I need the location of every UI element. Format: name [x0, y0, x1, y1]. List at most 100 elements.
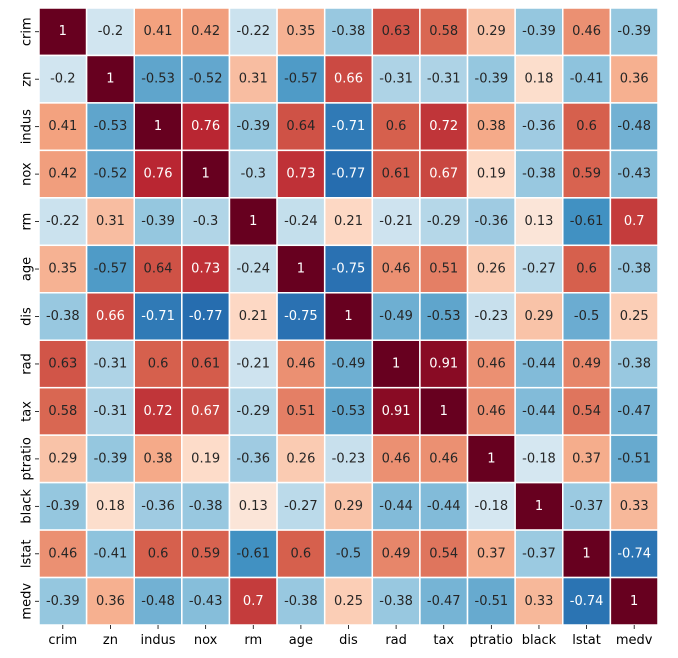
- heatmap-cell-indus-black: [514, 102, 564, 152]
- heatmap-cell-label-dis-zn: 0.66: [96, 309, 125, 324]
- heatmap-cell-label-rm-nox: -0.3: [193, 214, 218, 229]
- heatmap-cell-rm-zn: [85, 197, 135, 247]
- heatmap-cell-zn-crim: [38, 54, 88, 104]
- heatmap-cell-dis-tax: [419, 292, 469, 341]
- heatmap-cell-label-crim-medv: -0.39: [617, 24, 651, 39]
- heatmap-cell-lstat-lstat: [562, 529, 612, 579]
- heatmap-cell-label-crim-nox: 0.42: [191, 24, 220, 39]
- x-tick-label-dis: dis: [339, 633, 358, 648]
- heatmap-cell-label-ptratio-zn: -0.39: [94, 451, 128, 466]
- heatmap-cell-label-rad-rad: 1: [392, 356, 400, 371]
- heatmap-cell-label-zn-black: 0.18: [524, 72, 553, 87]
- heatmap-cell-label-tax-black: -0.44: [522, 404, 556, 419]
- y-tick-label-ptratio: ptratio: [20, 437, 35, 480]
- heatmap-cell-dis-black: [514, 292, 564, 341]
- heatmap-cell-age-zn: [85, 244, 135, 294]
- heatmap-cell-label-zn-rm: 0.31: [239, 72, 268, 87]
- heatmap-cell-label-tax-tax: 1: [440, 404, 448, 419]
- heatmap-cell-label-dis-lstat: -0.5: [574, 309, 599, 324]
- heatmap-cell-label-tax-nox: 0.67: [191, 404, 220, 419]
- heatmap-cell-label-nox-dis: -0.77: [332, 167, 366, 182]
- heatmap-cell-label-ptratio-age: 0.26: [286, 451, 315, 466]
- heatmap-cell-label-nox-age: 0.73: [286, 167, 315, 182]
- heatmap-cell-label-black-age: -0.27: [284, 499, 318, 514]
- heatmap-cell-label-rm-lstat: -0.61: [570, 214, 604, 229]
- heatmap-cell-label-ptratio-medv: -0.51: [617, 451, 651, 466]
- y-tick-label-dis: dis: [20, 307, 35, 326]
- heatmap-cell-label-zn-tax: -0.31: [427, 72, 461, 87]
- heatmap-cell-label-age-medv: -0.38: [617, 262, 651, 277]
- x-tick-label-crim: crim: [48, 633, 77, 648]
- heatmap-cell-label-rad-dis: -0.49: [332, 356, 366, 371]
- heatmap-cell-label-medv-zn: 0.36: [96, 594, 125, 609]
- heatmap-cell-label-indus-ptratio: 0.38: [477, 119, 506, 134]
- heatmap-cell-label-rad-rm: -0.21: [236, 356, 270, 371]
- heatmap-cell-lstat-medv: [609, 529, 659, 579]
- heatmap-cell-label-medv-medv: 1: [630, 594, 638, 609]
- heatmap-cell-label-indus-medv: -0.48: [617, 119, 651, 134]
- x-tick-label-nox: nox: [194, 633, 218, 648]
- heatmap-cell-label-age-rad: 0.46: [382, 262, 411, 277]
- heatmap-cell-indus-rm: [228, 102, 278, 152]
- heatmap-cell-label-indus-tax: 0.72: [429, 119, 458, 134]
- heatmap-cell-rad-nox: [181, 339, 231, 389]
- heatmap-cells: 1 -0.2 0.41 0.42 -0.22 0.35 -0.38 0.63 0.58 0.29-…: [38, 7, 659, 626]
- y-tick-label-lstat: lstat: [20, 540, 35, 569]
- heatmap-cell-label-black-zn: 0.18: [96, 499, 125, 514]
- heatmap-cell-label-age-black: -0.27: [522, 262, 556, 277]
- heatmap-cell-label-rm-rad: -0.21: [379, 214, 413, 229]
- heatmap-cell-crim-zn: [85, 7, 135, 57]
- y-tick-label-indus: indus: [20, 109, 35, 144]
- heatmap-cell-nox-indus: [133, 149, 183, 199]
- y-tick-label-medv: medv: [20, 583, 35, 620]
- heatmap-cell-label-lstat-nox: 0.59: [191, 546, 220, 561]
- heatmap-cell-label-dis-indus: -0.71: [141, 309, 175, 324]
- heatmap-cell-label-lstat-tax: 0.54: [429, 546, 458, 561]
- heatmap-cell-medv-crim: [38, 576, 88, 626]
- heatmap-cell-label-crim-rm: -0.22: [236, 24, 270, 39]
- heatmap-cell-nox-dis: [323, 149, 374, 199]
- heatmap-cell-nox-age: [276, 149, 326, 199]
- heatmap-cell-age-black: [514, 244, 564, 294]
- heatmap-cell-medv-medv: [609, 576, 659, 626]
- heatmap-cell-dis-nox: [181, 292, 231, 341]
- heatmap-cell-dis-ptratio: [466, 292, 516, 341]
- heatmap-cell-label-indus-rad: 0.6: [386, 119, 407, 134]
- heatmap-cell-label-black-dis: 0.29: [334, 499, 363, 514]
- y-tick-label-tax: tax: [20, 401, 35, 422]
- heatmap-cell-label-nox-crim: 0.42: [48, 167, 77, 182]
- heatmap-cell-label-zn-rad: -0.31: [379, 72, 413, 87]
- heatmap-cell-label-medv-tax: -0.47: [427, 594, 461, 609]
- heatmap-cell-label-black-nox: -0.38: [189, 499, 223, 514]
- x-tick-label-black: black: [522, 633, 557, 648]
- heatmap-cell-label-ptratio-nox: 0.19: [191, 451, 220, 466]
- x-tick-label-rm: rm: [244, 633, 262, 648]
- heatmap-cell-ptratio-nox: [181, 434, 231, 484]
- heatmap-cell-label-black-crim: -0.39: [46, 499, 80, 514]
- heatmap-cell-label-lstat-ptratio: 0.37: [477, 546, 506, 561]
- heatmap-cell-label-crim-zn: -0.2: [98, 24, 123, 39]
- heatmap-cell-indus-ptratio: [466, 102, 516, 152]
- heatmap-cell-label-crim-ptratio: 0.29: [477, 24, 506, 39]
- heatmap-cell-rm-medv: [609, 197, 659, 247]
- heatmap-cell-label-indus-crim: 0.41: [48, 119, 77, 134]
- heatmap-cell-label-ptratio-rm: -0.36: [236, 451, 270, 466]
- heatmap-cell-label-crim-black: -0.39: [522, 24, 556, 39]
- heatmap-cell-label-dis-rm: 0.21: [239, 309, 268, 324]
- heatmap-cell-label-crim-dis: -0.38: [332, 24, 366, 39]
- x-tick-label-tax: tax: [433, 633, 454, 648]
- heatmap-cell-label-nox-tax: 0.67: [429, 167, 458, 182]
- heatmap-cell-label-crim-crim: 1: [59, 24, 67, 39]
- heatmap-cell-label-zn-ptratio: -0.39: [475, 72, 509, 87]
- heatmap-cell-label-medv-ptratio: -0.51: [475, 594, 509, 609]
- heatmap-cell-age-crim: [38, 244, 88, 294]
- heatmap-cell-label-ptratio-black: -0.18: [522, 451, 556, 466]
- heatmap-cell-label-medv-crim: -0.39: [46, 594, 80, 609]
- x-tick-label-ptratio: ptratio: [470, 633, 513, 648]
- x-tick-label-age: age: [289, 633, 313, 648]
- heatmap-cell-label-age-lstat: 0.6: [576, 262, 597, 277]
- heatmap-cell-label-ptratio-ptratio: 1: [487, 451, 495, 466]
- heatmap-cell-lstat-age: [276, 529, 326, 579]
- heatmap-cell-label-age-crim: 0.35: [48, 262, 77, 277]
- heatmap-cell-dis-medv: [609, 292, 659, 341]
